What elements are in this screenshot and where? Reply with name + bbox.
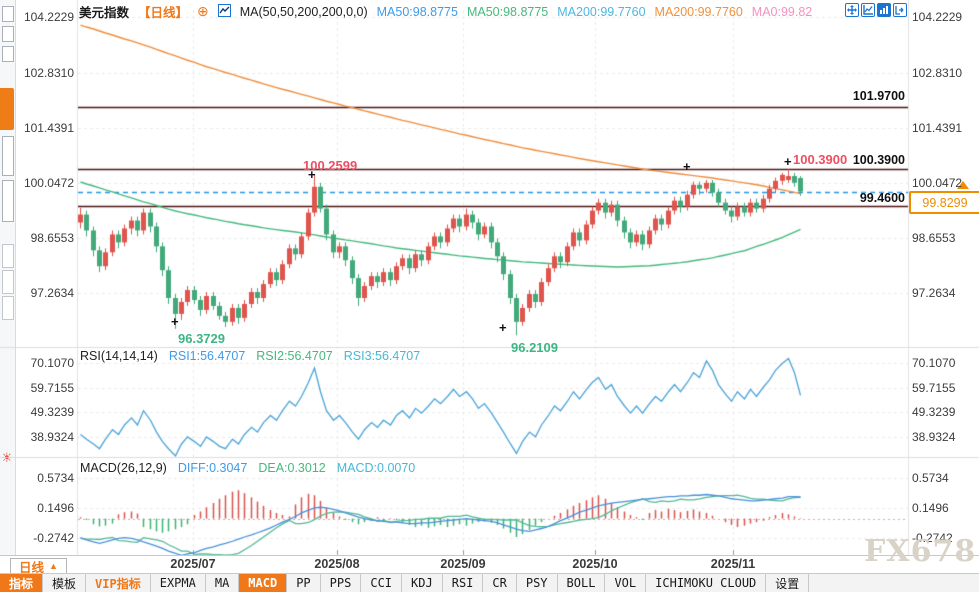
x-axis-row: 日线 ▲ 2025/07 2025/08 2025/09 2025/10 2025/11 [0,555,979,575]
y-axis-label-left: -0.2742 [33,531,74,545]
period-badge: 【日线】 [138,6,189,20]
y-axis-label-right: 0.5734 [912,471,949,485]
y-axis-label-left: 49.3239 [30,405,74,419]
ma-settings-label: MA(50,50,200,200,0,0) [239,4,368,19]
y-axis-label-left: 97.2634 [30,286,74,300]
x-axis-date: 2025/10 [572,557,618,571]
y-axis-label-right: 59.7155 [912,381,956,395]
tab-vip指标[interactable]: VIP指标 [86,574,151,592]
axis-scale-icon[interactable] [861,3,875,17]
symbol-title: 美元指数 [79,6,130,20]
extreme-cross-marker: + [784,154,792,169]
y-axis-label-left: 59.7155 [30,381,74,395]
y-axis-label-left: 70.1070 [30,356,74,370]
rsi-header: RSI(14,14,14) RSI1:56.4707 RSI2:56.4707 RSI… [80,349,420,363]
indicator-value-0: RSI1:56.4707 [168,349,246,363]
hline-price-label: 101.9700 [852,89,905,103]
y-axis-label-right: 102.8310 [912,66,963,80]
y-axis-label-right: 97.2634 [912,286,956,300]
pan-icon[interactable] [845,3,859,17]
low-annotation: 96.3729 [178,331,225,346]
tab-指标[interactable]: 指标 [0,574,44,592]
y-axis-label-left: 0.5734 [37,471,74,485]
y-axis-label-right: 104.2229 [912,10,963,24]
low-annotation: 96.2109 [511,340,558,355]
y-axis-label-left: 104.2229 [23,10,74,24]
ma-value-0: MA50:98.8775 [376,4,458,19]
indicator-value-2: MACD:0.0070 [336,461,416,475]
current-price-tag: 99.8299 [909,191,979,214]
x-axis-date: 2025/09 [440,557,486,571]
extreme-cross-marker: + [308,167,316,182]
hline-price-label: 100.3900 [852,153,905,167]
tab-ichimoku-cloud[interactable]: ICHIMOKU CLOUD [646,574,767,592]
x-axis-date: 2025/07 [170,557,216,571]
indicator-value-0: DIFF:0.3047 [177,461,248,475]
tab-macd[interactable]: MACD [239,574,288,592]
exit-icon[interactable] [893,3,907,17]
period-selector[interactable]: 日线 ▲ [10,558,67,575]
add-icon[interactable]: ⊕ [197,3,209,19]
tab-rsi[interactable]: RSI [443,574,484,592]
ma-value-3: MA200:99.7760 [654,4,743,19]
indicator-title: RSI(14,14,14) [80,349,158,363]
y-axis-label-right: 70.1070 [912,356,956,370]
x-axis-date: 2025/11 [710,557,756,571]
tab-kdj[interactable]: KDJ [402,574,443,592]
tab-boll[interactable]: BOLL [558,574,606,592]
ma-value-1: MA50:98.8775 [466,4,549,19]
y-axis-label-left: 98.6553 [30,231,74,245]
tab-pp[interactable]: PP [287,574,321,592]
y-axis-label-right: 98.6553 [912,231,956,245]
x-axis-date: 2025/08 [314,557,360,571]
y-axis-label-left: 0.1496 [37,501,74,515]
tab-模板[interactable]: 模板 [43,574,87,592]
tab-vol[interactable]: VOL [605,574,647,592]
window-toolbar [845,3,907,17]
extreme-cross-marker: + [171,314,179,329]
chart-canvas[interactable] [0,0,979,556]
y-axis-label-right: 101.4391 [912,121,963,135]
tab-cci[interactable]: CCI [361,574,403,592]
y-axis-label-right: 38.9324 [912,430,956,444]
price-up-arrow-icon [957,181,969,189]
tab-ma[interactable]: MA [206,574,240,592]
ma-value-2: MA200:99.7760 [557,4,646,19]
extreme-cross-marker: + [683,159,691,174]
chart-header: 美元指数 【日线】 ⊕ MA(50,50,200,200,0,0) MA50:98.87… [79,2,812,21]
tab-psy[interactable]: PSY [517,574,558,592]
macd-header: MACD(26,12,9) DIFF:0.3047 DEA:0.3012 MACD:0… [80,461,415,475]
extreme-cross-marker: + [499,320,507,335]
y-axis-label-right: -0.2742 [912,531,953,545]
hline-price-label: 99.4600 [859,191,905,205]
indicator-value-2: RSI3:56.4707 [343,349,421,363]
y-axis-label-left: 101.4391 [23,121,74,135]
tab-设置[interactable]: 设置 [766,574,810,592]
indicator-tab-bar: 指标 模板 VIP指标 EXPMA MA MACD PP PPS CCI KDJ RSI CR PSY B… [0,573,979,592]
y-axis-label-right: 49.3239 [912,405,956,419]
indicator-title: MACD(26,12,9) [80,461,167,475]
bar-chart-icon[interactable] [877,3,891,17]
y-axis-label-left: 100.0472 [23,176,74,190]
high-annotation: 100.2599 [303,158,358,173]
y-axis-label-left: 102.8310 [23,66,74,80]
tab-expma[interactable]: EXPMA [151,574,206,592]
tab-cr[interactable]: CR [483,574,517,592]
y-axis-label-right: 0.1496 [912,501,949,515]
y-axis-label-left: 38.9324 [30,430,74,444]
indicator-value-1: RSI2:56.4707 [256,349,333,363]
high-annotation: 100.3900 [793,152,848,167]
period-label: 日线 [19,560,45,575]
tab-pps[interactable]: PPS [321,574,362,592]
chevron-up-icon: ▲ [49,561,58,571]
indicator-value-1: DEA:0.3012 [258,461,326,475]
ma-value-4: MA0:99.82 [751,4,813,19]
mini-chart-icon[interactable] [217,3,231,20]
y-axis-label-right: 100.0472 [912,176,963,190]
